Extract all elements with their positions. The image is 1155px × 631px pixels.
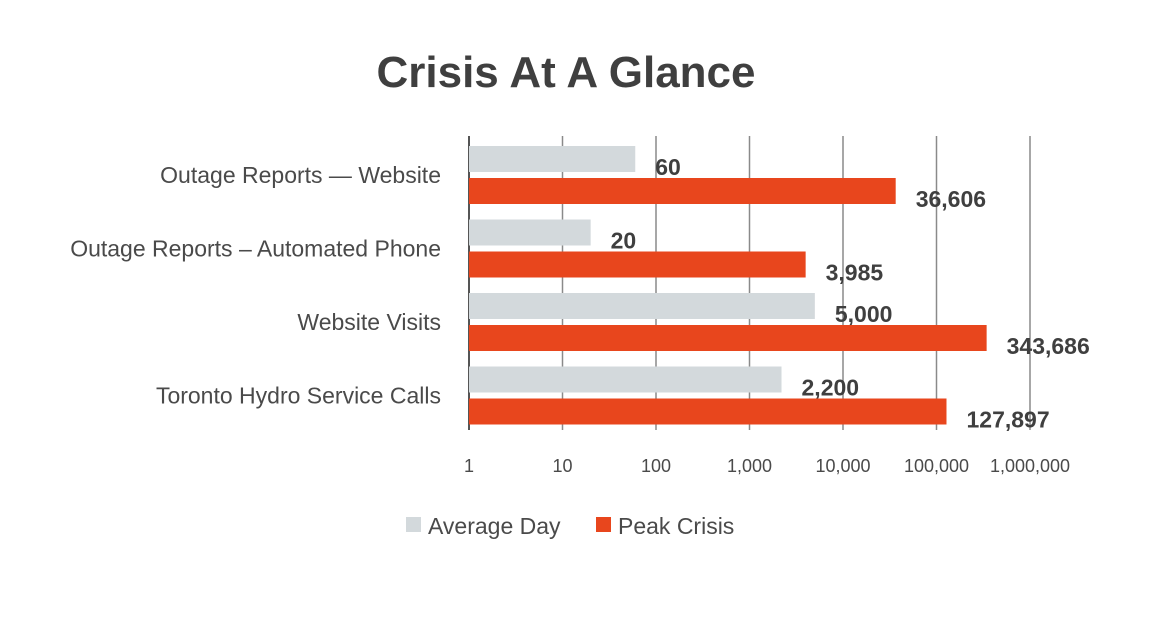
x-tick-label: 10,000 [815,456,870,476]
data-label: 60 [655,154,681,180]
category-label: Outage Reports — Website [160,162,441,188]
legend-label: Peak Crisis [618,513,734,539]
x-tick-label: 1,000,000 [990,456,1070,476]
data-label: 2,200 [802,375,860,401]
x-tick-label: 100 [641,456,671,476]
data-label: 5,000 [835,301,893,327]
bar-average-day [469,366,782,393]
category-labels: Outage Reports — Website Outage Reports –… [70,162,441,409]
legend-swatch [596,517,611,532]
bar-average-day [469,146,636,172]
legend-swatch [406,517,421,532]
legend-label: Average Day [428,513,561,539]
x-tick-label: 10 [552,456,572,476]
bar-peak-crisis [469,398,947,425]
category-label: Toronto Hydro Service Calls [156,383,441,409]
data-label: 3,985 [826,260,884,286]
data-label: 36,606 [916,186,986,212]
x-tick-labels: 1 10 100 1,000 10,000 100,000 1,000,000 [464,456,1070,476]
bar-peak-crisis [469,251,806,278]
chart-title: Crisis At A Glance [376,48,755,97]
bar-peak-crisis [469,178,896,204]
bars: 60 36,606 20 3,985 5,000 343,686 2,200 127,897 [469,146,1090,433]
bar-average-day [469,219,591,246]
data-label: 343,686 [1007,333,1090,359]
bar-average-day [469,293,815,319]
x-tick-label: 1,000 [727,456,772,476]
data-label: 127,897 [966,407,1049,433]
data-label: 20 [611,228,637,254]
bar-peak-crisis [469,325,987,351]
x-tick-label: 100,000 [904,456,969,476]
legend: Average Day Peak Crisis [406,513,734,539]
x-tick-label: 1 [464,456,474,476]
category-label: Website Visits [297,309,441,335]
category-label: Outage Reports – Automated Phone [70,236,441,262]
